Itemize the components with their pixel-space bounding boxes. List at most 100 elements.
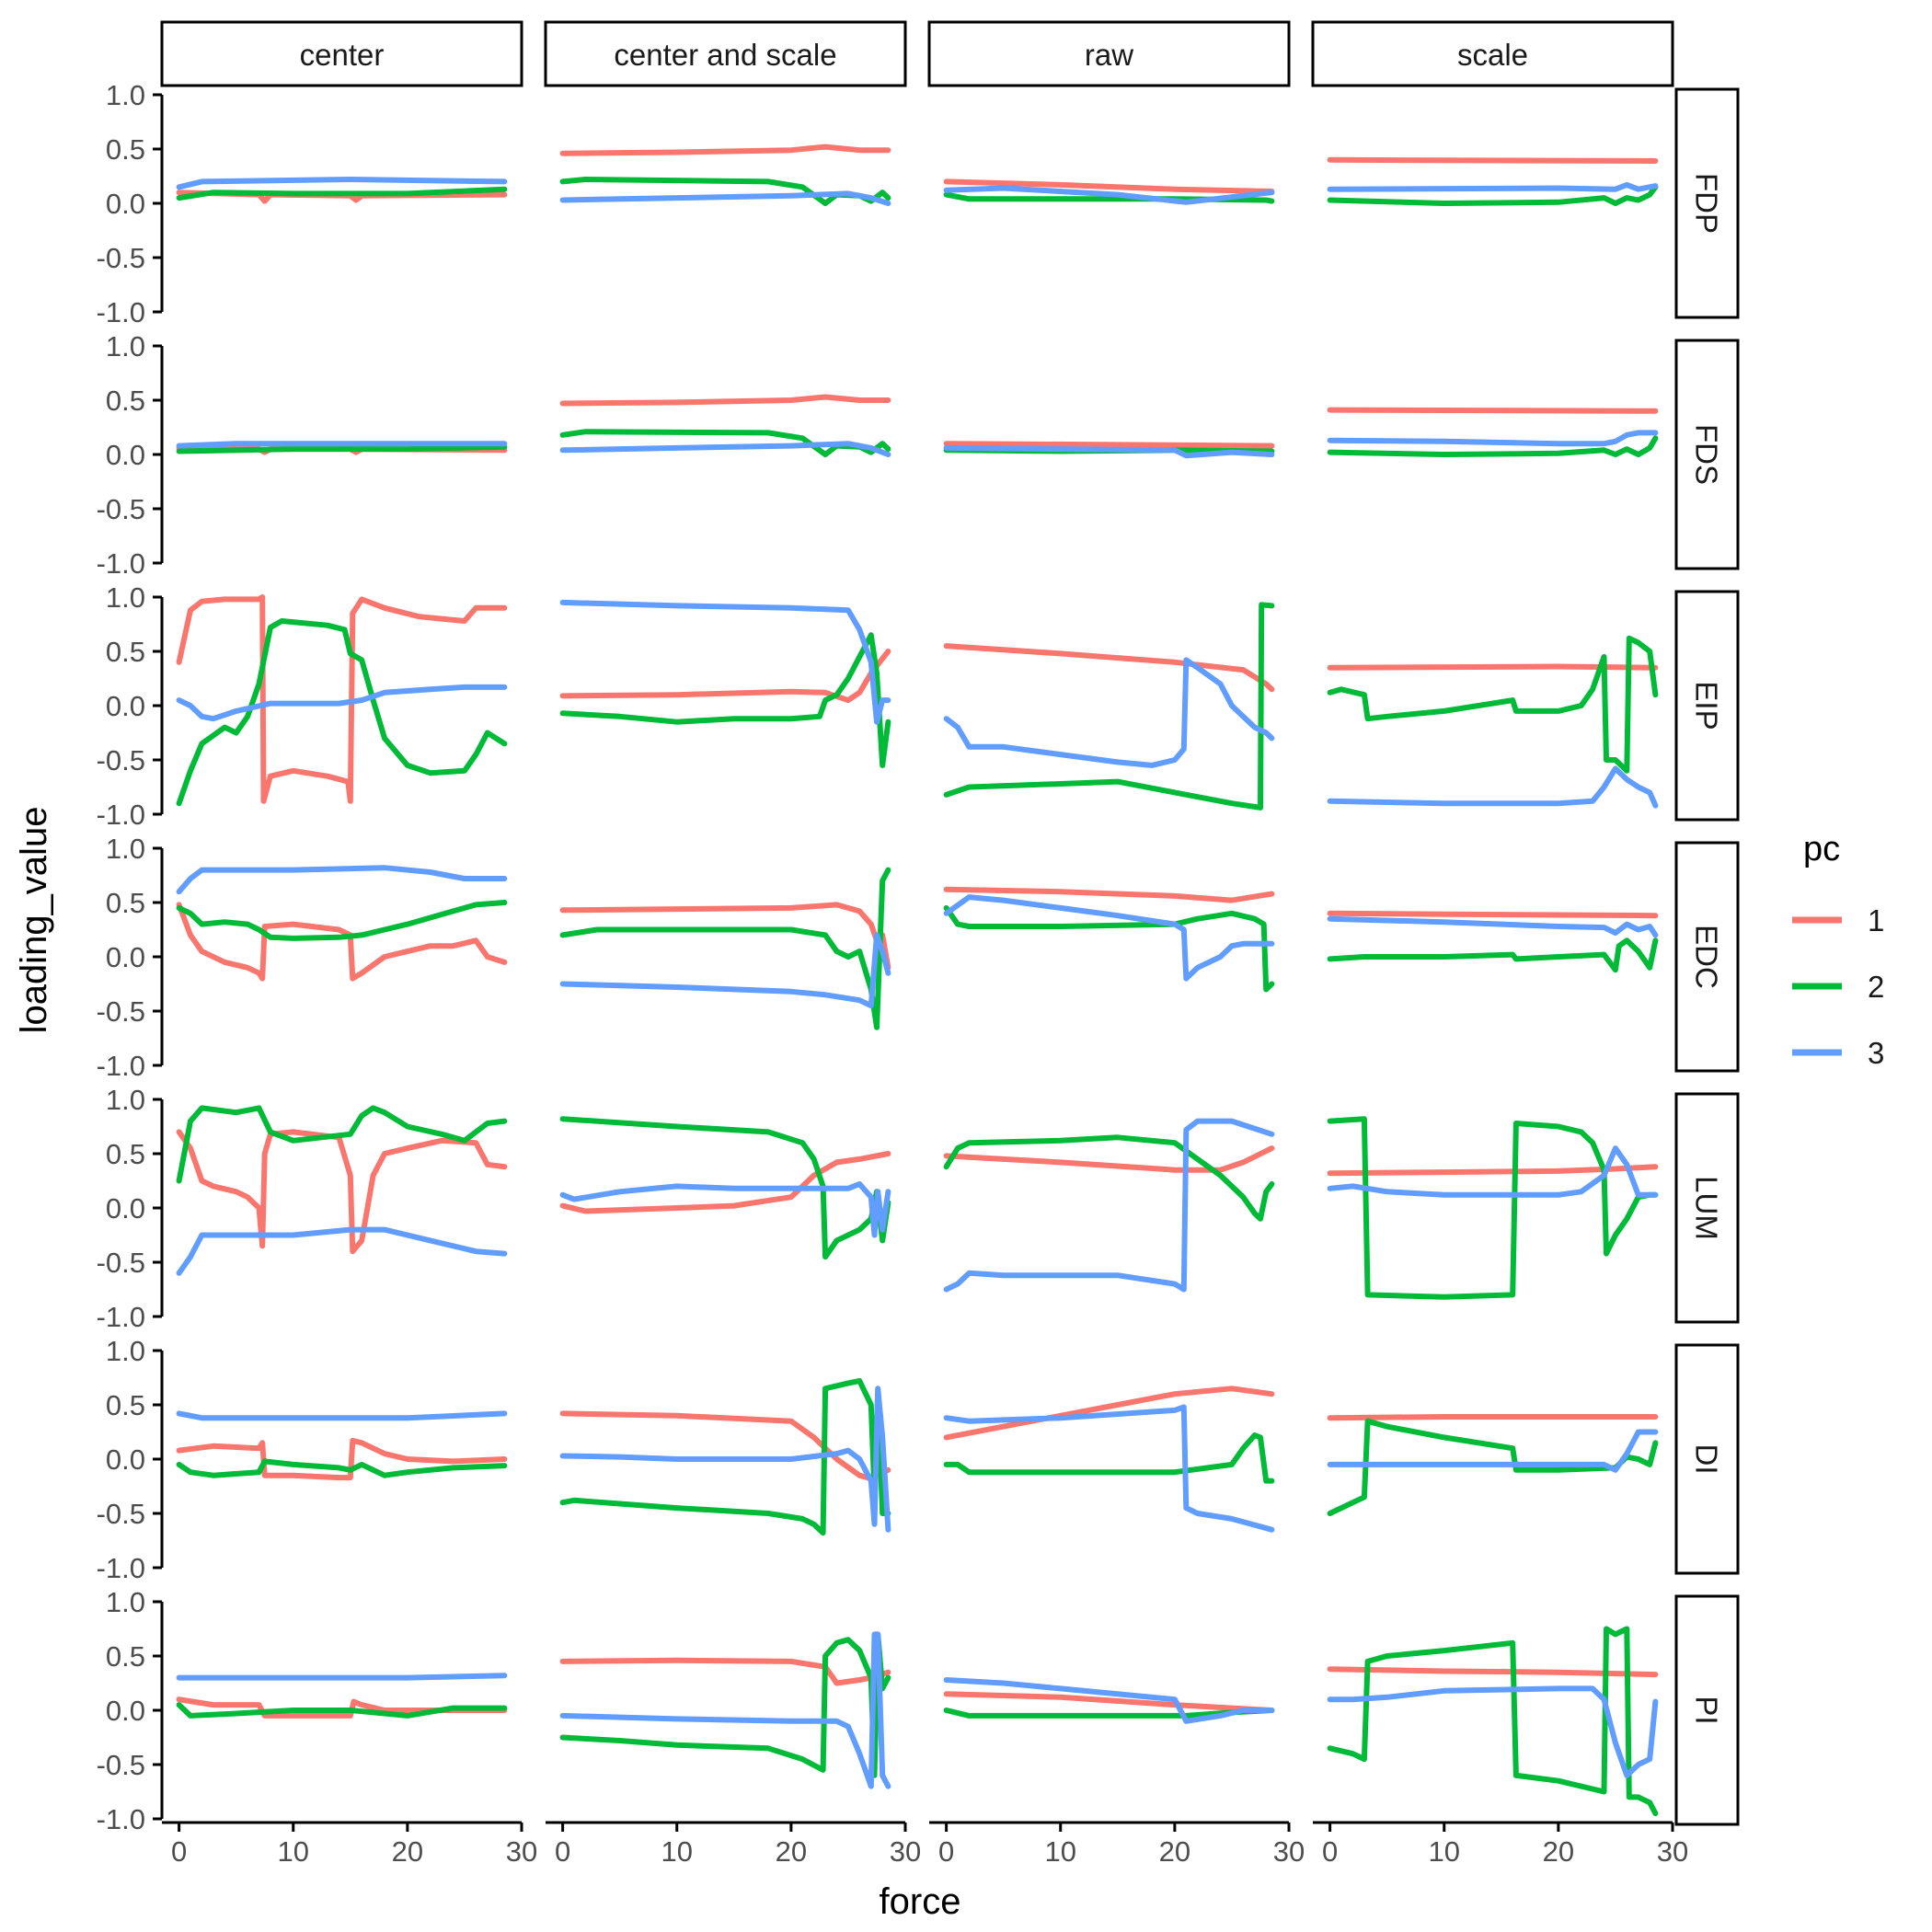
panel-eip-center bbox=[176, 594, 508, 807]
series-line-pc3-edc-center bbox=[176, 865, 508, 895]
series-line-pc3-di-raw bbox=[943, 1404, 1275, 1533]
strip-box-eip bbox=[1674, 590, 1740, 822]
series-line-pc1-lum-center-and-scale bbox=[559, 1151, 891, 1214]
series-line-pc3-fdp-scale bbox=[1327, 181, 1659, 192]
y-tick-label: 0.0 bbox=[106, 1695, 145, 1727]
y-tick-label: -1.0 bbox=[97, 1552, 145, 1584]
series-line-pc1-fds-scale bbox=[1327, 407, 1659, 414]
panel-fdp-raw bbox=[943, 178, 1275, 205]
strip-box-scale bbox=[1311, 20, 1674, 87]
series-line-pc3-fds-center-and-scale bbox=[559, 441, 891, 457]
strip-label-center: center bbox=[300, 38, 385, 72]
y-tick-label: 1.0 bbox=[106, 581, 145, 614]
series-line-pc3-di-center-and-scale bbox=[559, 1386, 891, 1533]
strip-label-raw: raw bbox=[1085, 38, 1133, 72]
series-line-pc3-pi-center bbox=[176, 1673, 508, 1681]
panel-fdp-center-and-scale bbox=[559, 144, 891, 206]
series-line-pc2-fds-center bbox=[176, 443, 508, 454]
series-line-pc2-lum-scale bbox=[1327, 1116, 1659, 1300]
panel-pi-raw bbox=[943, 1677, 1275, 1724]
series-line-pc2-eip-scale bbox=[1327, 635, 1659, 774]
strip-box-fds bbox=[1674, 339, 1740, 570]
x-tick-label: 10 bbox=[1045, 1835, 1076, 1868]
y-tick-label: 0.5 bbox=[106, 133, 145, 166]
series-line-pc3-pi-center-and-scale bbox=[559, 1631, 891, 1789]
facet-strips: center center and scale raw scale FDP FDS EIP E… bbox=[160, 20, 1740, 1826]
panel-edc-raw bbox=[943, 886, 1275, 993]
series-line-pc2-di-raw bbox=[943, 1432, 1275, 1484]
panel-lum-center-and-scale bbox=[559, 1116, 891, 1260]
y-tick-label: 0.0 bbox=[106, 941, 145, 973]
strip-label-pi: PI bbox=[1690, 1696, 1724, 1724]
legend-label-pc3: 3 bbox=[1868, 1036, 1884, 1070]
legend-title: pc bbox=[1803, 830, 1840, 868]
series-line-pc3-fdp-raw bbox=[943, 185, 1275, 205]
y-tick-label: 1.0 bbox=[106, 1586, 145, 1618]
panel-pi-center bbox=[176, 1673, 508, 1719]
panel-fdp-center bbox=[176, 177, 508, 204]
series-line-pc2-edc-raw bbox=[943, 904, 1275, 993]
y-tick-label: 1.0 bbox=[106, 330, 145, 362]
y-tick-label: -0.5 bbox=[97, 493, 145, 525]
axes-layer: 1.00.50.0-0.5-1.01.00.50.0-0.5-1.01.00.5… bbox=[97, 79, 1689, 1868]
series-line-pc2-fds-scale bbox=[1327, 435, 1659, 457]
panels-layer bbox=[176, 144, 1659, 1817]
panel-pi-scale bbox=[1327, 1626, 1659, 1817]
y-tick-label: -1.0 bbox=[97, 1050, 145, 1082]
series-line-pc1-fds-center-and-scale bbox=[559, 394, 891, 407]
x-tick-label: 30 bbox=[506, 1835, 537, 1868]
y-tick-label: 0.0 bbox=[106, 1192, 145, 1225]
series-line-pc2-eip-center-and-scale bbox=[559, 632, 891, 768]
series-line-pc2-pi-scale bbox=[1327, 1626, 1659, 1817]
x-tick-label: 20 bbox=[392, 1835, 423, 1868]
strip-label-edc: EDC bbox=[1690, 925, 1724, 989]
y-tick-label: 0.5 bbox=[106, 636, 145, 668]
series-line-pc3-fds-scale bbox=[1327, 430, 1659, 447]
strip-box-lum bbox=[1674, 1092, 1740, 1324]
series-line-pc2-edc-scale bbox=[1327, 937, 1659, 973]
panel-edc-center-and-scale bbox=[559, 867, 891, 1030]
series-line-pc3-lum-scale bbox=[1327, 1145, 1659, 1198]
series-line-pc3-eip-center-and-scale bbox=[559, 599, 891, 725]
x-tick-label: 10 bbox=[1429, 1835, 1460, 1868]
series-line-pc2-di-center bbox=[176, 1458, 508, 1478]
y-tick-label: 1.0 bbox=[106, 79, 145, 111]
series-line-pc3-di-center bbox=[176, 1410, 508, 1421]
series-line-pc1-fdp-raw bbox=[943, 178, 1275, 194]
series-line-pc2-di-scale bbox=[1327, 1418, 1659, 1516]
series-line-pc3-edc-raw bbox=[943, 894, 1275, 982]
series-line-pc1-di-raw bbox=[943, 1386, 1275, 1441]
series-line-pc2-fdp-center bbox=[176, 186, 508, 201]
series-line-pc1-pi-raw bbox=[943, 1691, 1275, 1713]
y-tick-label: 1.0 bbox=[106, 1335, 145, 1367]
series-line-pc1-eip-scale bbox=[1327, 663, 1659, 671]
panel-lum-scale bbox=[1327, 1116, 1659, 1300]
panel-edc-scale bbox=[1327, 910, 1659, 973]
series-line-pc1-lum-raw bbox=[943, 1145, 1275, 1173]
y-tick-label: 0.5 bbox=[106, 1389, 145, 1421]
panel-di-scale bbox=[1327, 1414, 1659, 1516]
x-tick-label: 0 bbox=[171, 1835, 187, 1868]
x-tick-label: 20 bbox=[1543, 1835, 1574, 1868]
series-line-pc3-di-scale bbox=[1327, 1429, 1659, 1473]
panel-di-raw bbox=[943, 1386, 1275, 1533]
series-line-pc2-eip-center bbox=[176, 618, 508, 807]
strip-box-pi bbox=[1674, 1594, 1740, 1826]
y-tick-label: -0.5 bbox=[97, 1498, 145, 1530]
series-line-pc3-fds-raw bbox=[943, 444, 1275, 459]
series-line-pc3-pi-raw bbox=[943, 1677, 1275, 1724]
series-line-pc1-eip-center bbox=[176, 594, 508, 804]
series-line-pc2-pi-center-and-scale bbox=[559, 1631, 891, 1778]
y-tick-label: 0.0 bbox=[106, 188, 145, 220]
series-line-pc1-pi-center-and-scale bbox=[559, 1657, 891, 1686]
series-line-pc2-pi-center bbox=[176, 1702, 508, 1719]
series-line-pc1-pi-center bbox=[176, 1696, 508, 1719]
strip-label-di: DI bbox=[1690, 1444, 1724, 1475]
series-line-pc3-eip-center bbox=[176, 684, 508, 722]
strip-box-fdp bbox=[1674, 87, 1740, 319]
series-line-pc3-pi-scale bbox=[1327, 1685, 1659, 1778]
x-tick-label: 20 bbox=[776, 1835, 807, 1868]
strip-box-center-and-scale bbox=[544, 20, 907, 87]
x-tick-label: 30 bbox=[1657, 1835, 1688, 1868]
series-line-pc3-eip-raw bbox=[943, 657, 1275, 768]
